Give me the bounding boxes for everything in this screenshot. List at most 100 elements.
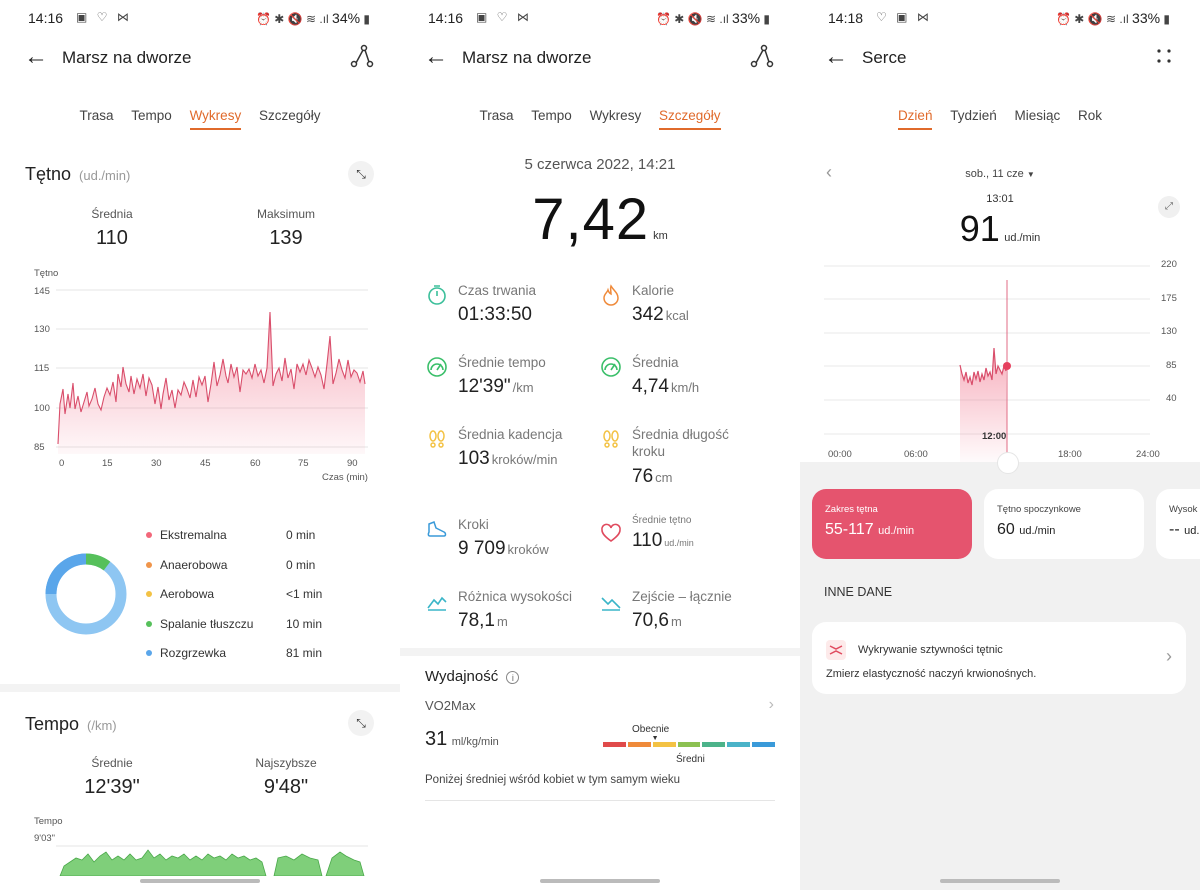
performance-title-text: Wydajność xyxy=(425,668,499,685)
heart-rate-section-title: Tętno (ud./min) xyxy=(25,164,130,185)
tab-route[interactable]: Trasa xyxy=(479,108,514,123)
arterial-stiffness-card[interactable]: Wykrywanie sztywności tętnic Zmierz elas… xyxy=(812,622,1186,694)
hr-y-tick: 115 xyxy=(34,363,50,374)
other-item-title: Wykrywanie sztywności tętnic xyxy=(858,644,1003,656)
chevron-left-icon[interactable]: ‹ xyxy=(826,162,832,182)
tab-year[interactable]: Rok xyxy=(1078,108,1103,123)
metric-value: 9 709 kroków xyxy=(458,538,549,560)
vo2max-scale-segment xyxy=(702,742,726,747)
speedometer-icon xyxy=(427,357,447,377)
route-icon[interactable] xyxy=(348,42,376,70)
home-indicator[interactable] xyxy=(540,879,660,883)
hr-y-tick: 130 xyxy=(34,324,50,335)
descent-icon xyxy=(601,597,621,611)
fullscreen-icon[interactable]: ⤢ xyxy=(1158,196,1180,218)
chart-slider-handle[interactable] xyxy=(997,452,1019,474)
back-arrow-icon[interactable]: ← xyxy=(24,43,48,70)
metric-unit: kcal xyxy=(665,308,689,323)
tab-pace[interactable]: Tempo xyxy=(131,108,172,123)
pace-fastest-value: 9'48" xyxy=(263,776,309,798)
selected-hr-value: 91 xyxy=(959,208,1000,249)
back-arrow-icon[interactable]: ← xyxy=(424,43,448,70)
hr-average: Średnia 110 xyxy=(62,207,162,250)
selected-time: 13:01 xyxy=(986,193,1014,205)
expand-icon[interactable]: ⤡ xyxy=(348,710,374,736)
home-indicator[interactable] xyxy=(940,879,1060,883)
tab-pace[interactable]: Tempo xyxy=(531,108,572,123)
tab-day[interactable]: Dzień xyxy=(897,108,933,130)
tab-route[interactable]: Trasa xyxy=(79,108,114,123)
page-title: Marsz na dworze xyxy=(62,48,192,67)
zone-row: Anaerobowa 0 min xyxy=(146,558,346,588)
more-menu-icon[interactable] xyxy=(1156,48,1172,64)
tab-details[interactable]: Szczegóły xyxy=(658,108,721,130)
vo2max-number: 31 xyxy=(425,728,448,750)
tab-week[interactable]: Tydzień xyxy=(950,108,997,123)
current-marker-icon: ▼ xyxy=(651,735,659,742)
app-header: ← Serce xyxy=(800,40,1200,76)
chevron-right-icon[interactable]: › xyxy=(1166,646,1172,666)
home-indicator[interactable] xyxy=(140,879,260,883)
metric-unit: ud./min xyxy=(664,538,694,548)
metric-number: 342 xyxy=(632,304,664,325)
zone-value: 10 min xyxy=(286,616,323,631)
metric-number: 78,1 xyxy=(458,610,495,631)
status-bar: 14:18 ♡ ▣ ⋈ ⏰ ✱ 🔇 ≋ .ıl 33% ▮ xyxy=(800,0,1200,34)
zone-dot xyxy=(146,532,152,538)
pace-section-title: Tempo (/km) xyxy=(25,714,117,735)
distance-display: 7,42 km xyxy=(400,186,800,253)
metric-value: 110 ud./min xyxy=(632,530,694,552)
tab-details[interactable]: Szczegóły xyxy=(258,108,321,123)
hr-average-value: 110 xyxy=(96,227,128,249)
metric-value: 342 kcal xyxy=(632,304,689,326)
zones-donut-chart xyxy=(45,553,127,635)
hr-line xyxy=(57,311,366,445)
divider xyxy=(425,800,775,801)
metric-label: Kroki xyxy=(458,517,489,532)
tab-month[interactable]: Miesiąc xyxy=(1014,108,1061,123)
metric-unit: m xyxy=(670,614,682,629)
performance-note: Poniżej średniej wśród kobiet w tym samy… xyxy=(425,774,681,786)
card-label: Wysok xyxy=(1169,504,1198,515)
pace-y-axis-title: Tempo xyxy=(34,816,63,827)
date-selector[interactable]: sob., 11 cze ▼ xyxy=(800,168,1200,180)
system-icons: ⏰ ✱ 🔇 ≋ .ıl 34% ▮ xyxy=(256,10,370,26)
chevron-right-icon[interactable]: › xyxy=(768,696,774,713)
day-x-tick-selected: 12:00 xyxy=(982,431,1007,442)
pace-title: Tempo xyxy=(25,714,80,734)
card-high-hr[interactable]: Wysok -- ud. xyxy=(1156,489,1200,559)
selection-point[interactable] xyxy=(1003,362,1011,370)
metric-value: 103 kroków/min xyxy=(458,448,557,470)
tab-charts[interactable]: Wykresy xyxy=(189,108,242,130)
heart-rate-title: Tętno xyxy=(25,164,72,184)
metric-unit: /km xyxy=(512,380,534,395)
selected-hr: 91 ud./min xyxy=(800,208,1200,250)
pace-average: Średnie 12'39" xyxy=(62,756,162,799)
zone-name: Aerobowa xyxy=(160,587,215,602)
info-icon[interactable]: i xyxy=(506,671,520,684)
battery-level: 33% xyxy=(1132,10,1161,26)
period-tab-bar: Dzień Tydzień Miesiąc Rok xyxy=(800,108,1200,130)
back-arrow-icon[interactable]: ← xyxy=(824,43,848,70)
card-resting-hr[interactable]: Tętno spoczynkowe 60 ud./min xyxy=(984,489,1144,559)
metric-unit: kroków/min xyxy=(491,452,558,467)
other-item-desc: Zmierz elastyczność naczyń krwionośnych. xyxy=(826,668,1037,680)
metric-number: 01:33:50 xyxy=(458,304,532,325)
page-title: Marsz na dworze xyxy=(462,48,592,67)
system-icons: ⏰ ✱ 🔇 ≋ .ıl 33% ▮ xyxy=(656,10,770,26)
metric-label: Kalorie xyxy=(632,283,675,298)
hr-y-tick: 145 xyxy=(34,286,50,297)
expand-icon[interactable]: ⤡ xyxy=(348,161,374,187)
footprints-icon xyxy=(429,430,445,448)
hr-maximum: Maksimum 139 xyxy=(236,207,336,250)
current-marker-label: Obecnie xyxy=(632,724,670,735)
metric-unit: cm xyxy=(655,470,673,485)
route-icon[interactable] xyxy=(748,42,776,70)
day-x-tick: 00:00 xyxy=(828,449,852,460)
tab-charts[interactable]: Wykresy xyxy=(589,108,642,123)
vo2max-scale xyxy=(603,742,776,747)
hr-maximum-label: Maksimum xyxy=(256,207,315,221)
card-hr-range[interactable]: Zakres tętna 55-117 ud./min xyxy=(812,489,972,559)
average-marker-label: Średni xyxy=(676,754,705,765)
tab-bar: Trasa Tempo Wykresy Szczegóły xyxy=(0,108,400,130)
